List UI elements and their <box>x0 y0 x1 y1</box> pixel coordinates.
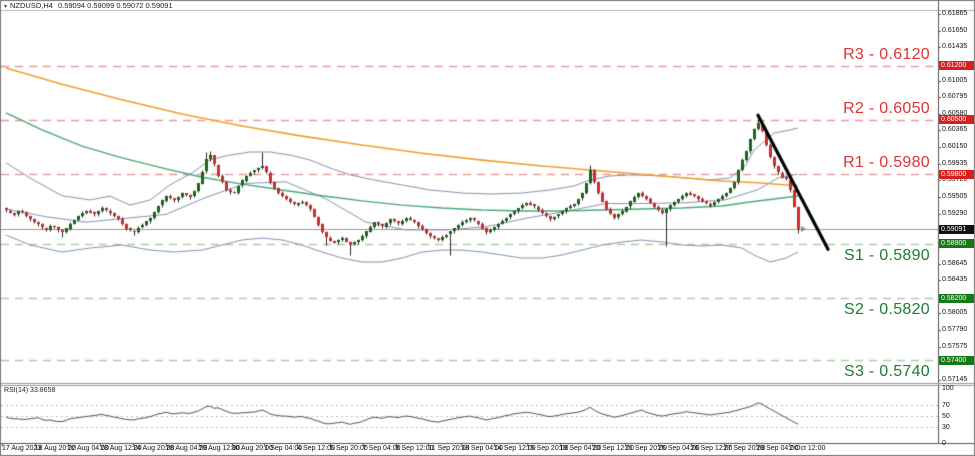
time-axis-label: 21 Sep 20:00 <box>625 445 667 452</box>
price-axis-label: 0.58005 <box>942 309 968 317</box>
time-axis-label: 28 Aug 04:00 <box>166 445 208 452</box>
price-axis-label: 0.57790 <box>942 325 968 333</box>
price-axis-label: 0.58645 <box>942 259 968 267</box>
price-tag-s2: 0.58200 <box>939 293 974 303</box>
level-label-r2: R2 - 0.6050 <box>843 99 930 117</box>
price-axis-label: 0.58435 <box>942 275 968 283</box>
time-axis-label: 25 Sep 04:00 <box>658 445 700 452</box>
time-axis-label: 24 Aug 20:00 <box>133 445 175 452</box>
price-axis-label: 0.61005 <box>942 76 968 84</box>
price-axis-label: 0.60150 <box>942 142 968 150</box>
price-axis-label: 0.61435 <box>942 43 968 51</box>
level-label-r1: R1 - 0.5980 <box>843 154 930 172</box>
price-axis-label: 0.59720 <box>942 176 968 184</box>
time-axis-label: 17 Aug 2023 <box>2 445 42 452</box>
time-axis-label: 29 Aug 12:00 <box>198 445 241 452</box>
price-axis-label: 0.61650 <box>942 26 968 34</box>
price-tag-r3: 0.61200 <box>939 61 974 71</box>
rsi-scale-label: 30 <box>942 423 950 431</box>
time-axis-label: 1 Sep 04:00 <box>264 445 303 452</box>
time-axis-label: 27 Sep 20:00 <box>723 445 766 452</box>
price-tag-r2: 0.60500 <box>939 115 974 125</box>
time-axis-label: 18 Aug 20:00 <box>34 445 77 452</box>
level-label-s3: S3 - 0.5740 <box>843 363 930 381</box>
time-axis-label: 19 Sep 04:00 <box>559 445 602 452</box>
price-axis[interactable]: 0.61865 0.61650 0.61435 0.61005 0.60795 0.605… <box>939 0 975 456</box>
level-label-s1: S1 - 0.5890 <box>843 246 930 264</box>
time-axis-label: 4 Sep 12:00 <box>297 445 335 452</box>
price-axis-label: 0.60580 <box>942 109 968 117</box>
time-axis[interactable]: 17 Aug 2023 18 Aug 20:00 22 Aug 04:00 23 Au… <box>0 444 975 456</box>
price-axis-label: 0.61865 <box>942 10 968 18</box>
time-axis-label: 8 Sep 12:00 <box>395 445 434 452</box>
time-axis-label: 15 Sep 20:00 <box>526 445 569 452</box>
chart-title: ▾ NZDUSD,H4 0.59094 0.59099 0.59072 0.5909… <box>4 1 173 10</box>
time-axis-label: 20 Sep 12:00 <box>592 445 635 452</box>
price-axis-label: 0.59505 <box>942 192 968 200</box>
time-axis-label: 7 Sep 04:00 <box>362 445 401 452</box>
time-axis-label: 30 Aug 20:00 <box>231 445 273 452</box>
time-axis-label: 2 Oct 12:00 <box>789 445 826 452</box>
price-axis-label: 0.57575 <box>942 342 968 350</box>
level-label-r3: R3 - 0.6120 <box>843 45 930 63</box>
price-axis-label: 0.59935 <box>942 159 968 167</box>
price-tag-s3: 0.57400 <box>939 355 974 365</box>
rsi-scale-label: 50 <box>942 412 950 420</box>
time-axis-label: 14 Sep 12:00 <box>494 445 536 452</box>
price-axis-label: 0.57145 <box>942 375 968 383</box>
symbol-timeframe-label: NZDUSD,H4 <box>10 1 53 10</box>
time-axis-label: 13 Sep 04:00 <box>461 445 503 452</box>
price-axis-label: 0.59290 <box>942 209 968 217</box>
price-axis-label: 0.60795 <box>942 92 968 100</box>
price-tag-s1: 0.58900 <box>939 239 974 249</box>
time-axis-label: 5 Sep 20:00 <box>330 445 368 452</box>
level-label-s2: S2 - 0.5820 <box>843 301 930 319</box>
rsi-scale-label: 100 <box>942 385 954 392</box>
rsi-scale-label: 70 <box>942 401 950 409</box>
rsi-indicator-label: RSI(14) 33.8658 <box>4 387 56 394</box>
time-axis-label: 26 Sep 12:00 <box>690 445 733 452</box>
ohlc-quotes: 0.59094 0.59099 0.59072 0.59091 <box>57 1 173 10</box>
price-tag-r1: 0.59800 <box>939 169 974 179</box>
time-axis-label: 22 Aug 04:00 <box>67 445 109 452</box>
time-axis-label: 23 Aug 12:00 <box>100 445 142 452</box>
chart-menu-icon[interactable]: ▾ <box>4 4 8 10</box>
price-axis-label: 0.60365 <box>942 126 968 134</box>
current-price-tag: 0.59091 <box>939 224 974 234</box>
time-axis-label: 29 Sep 04:00 <box>756 445 799 452</box>
time-axis-label: 11 Sep 20:00 <box>428 445 470 452</box>
rsi-scale-label: 0 <box>942 440 946 447</box>
